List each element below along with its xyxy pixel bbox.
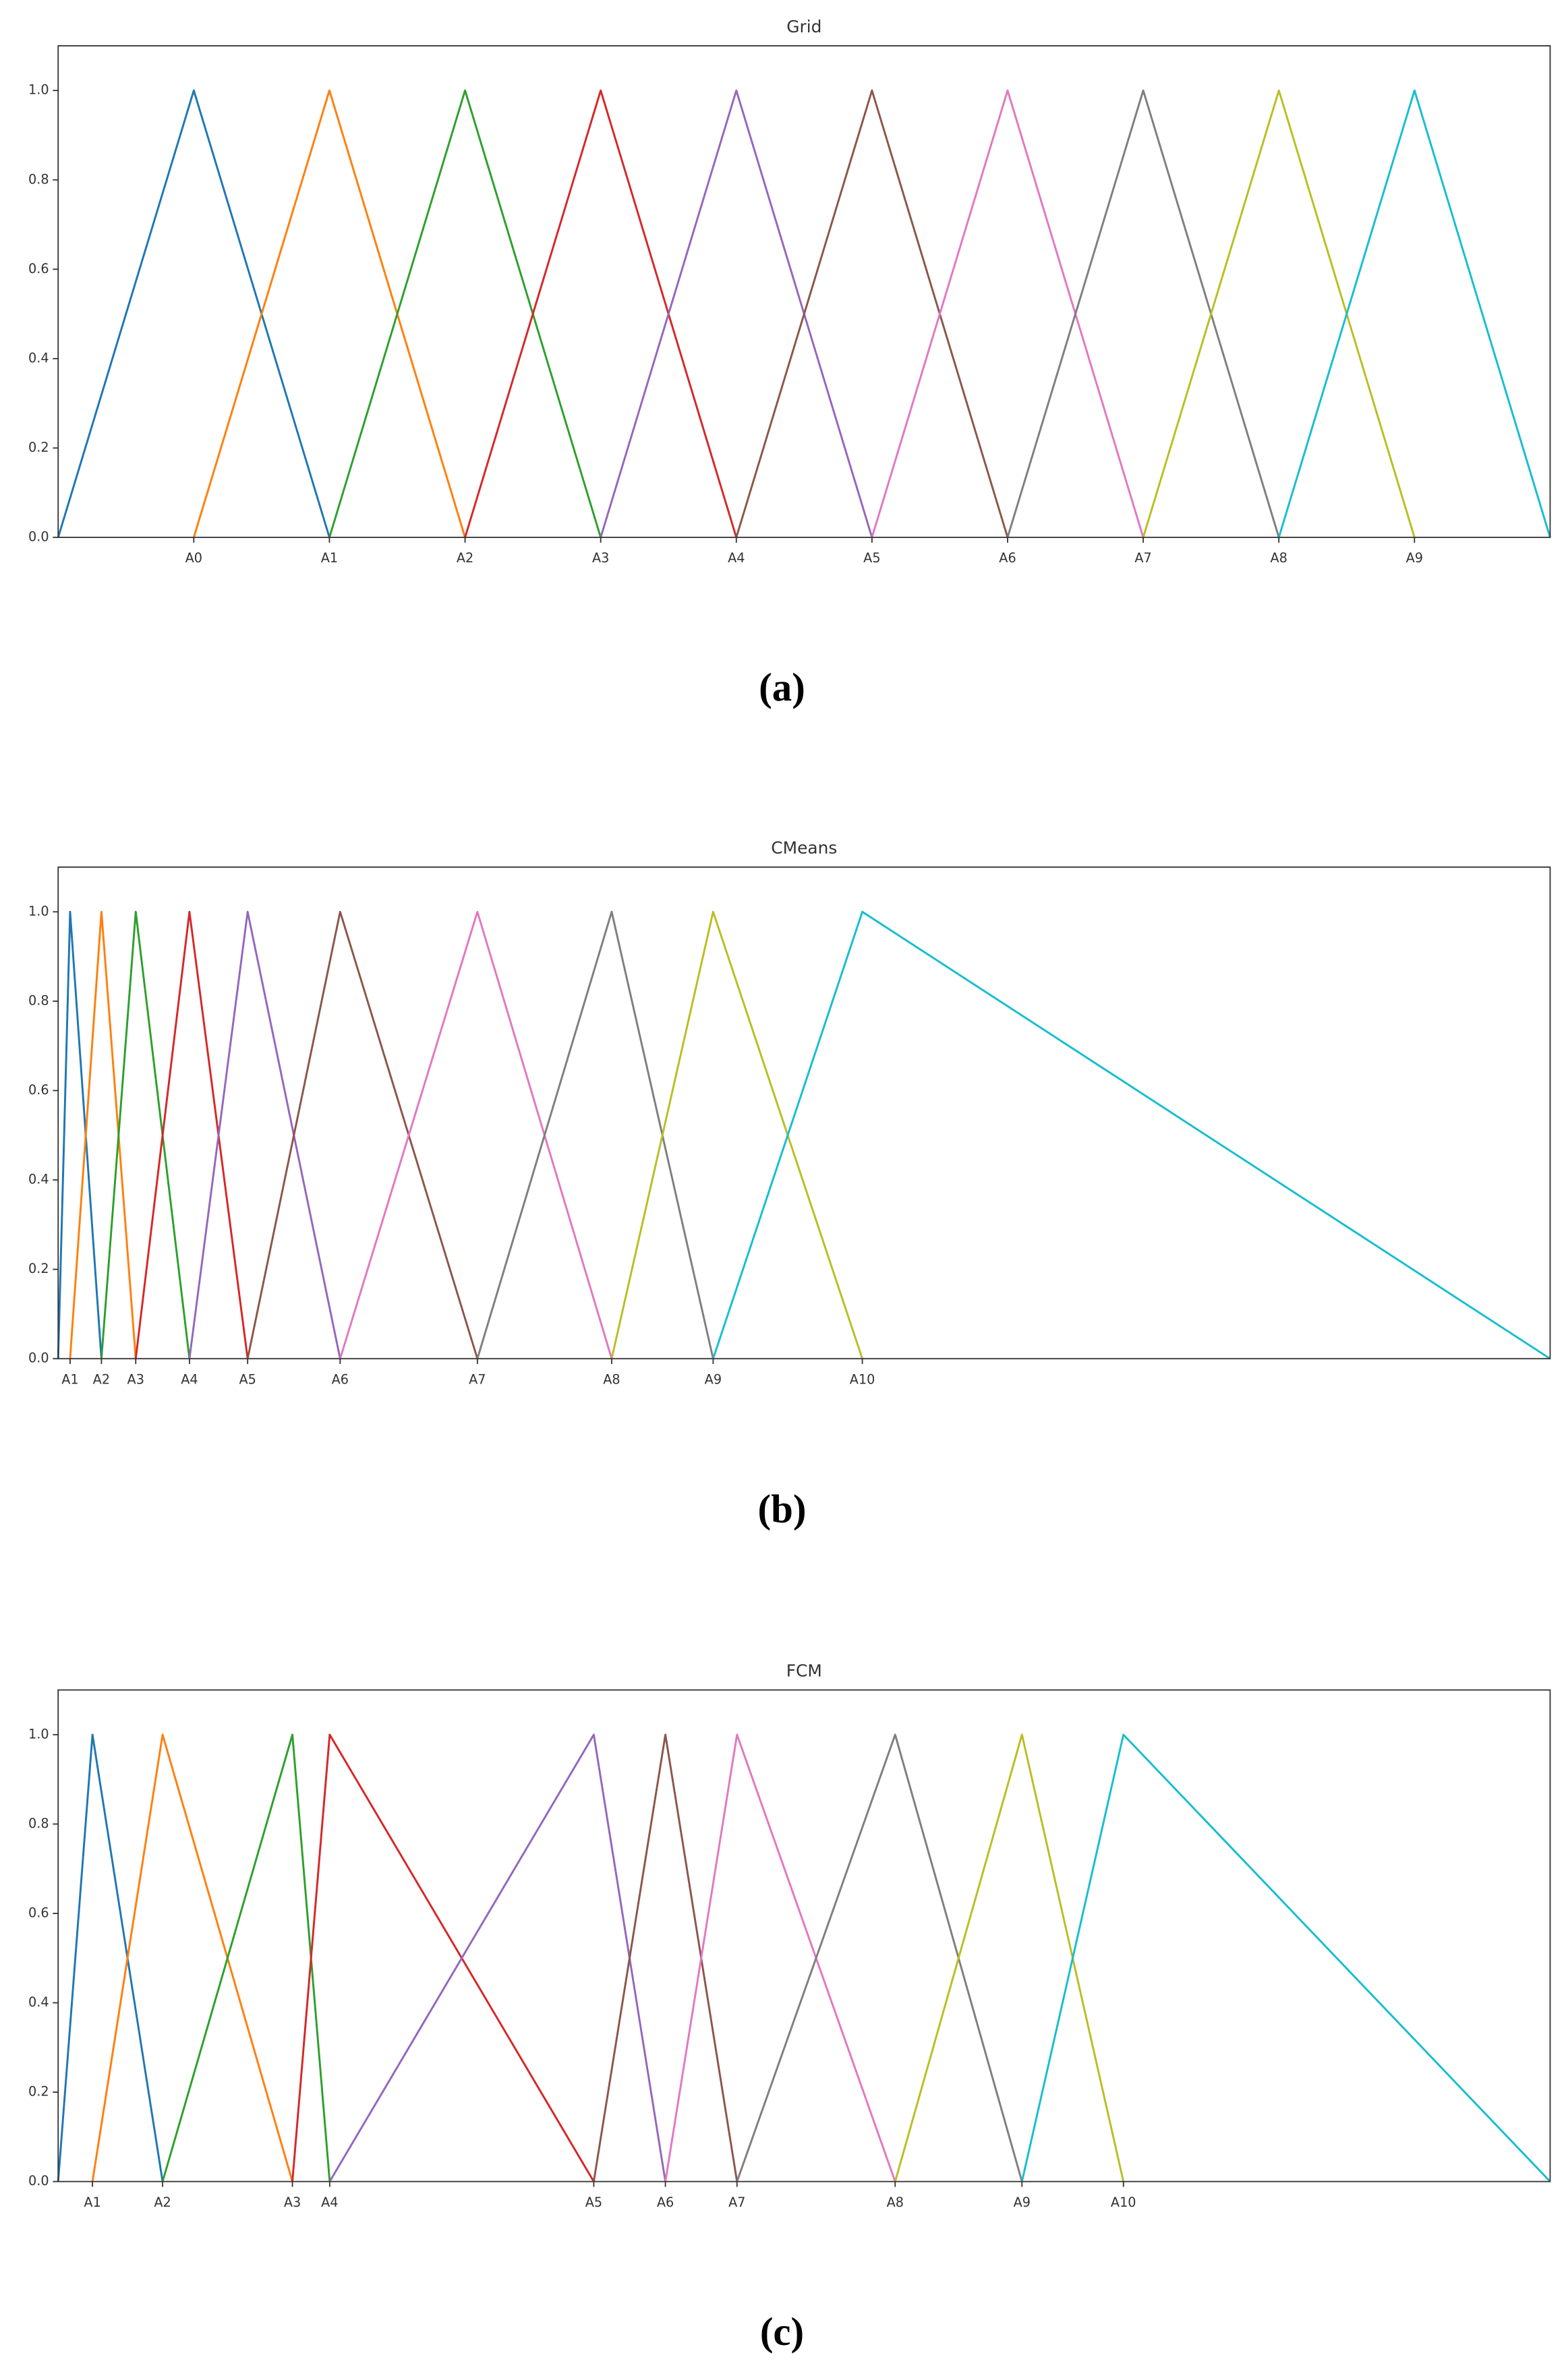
x-tick-label: A7 xyxy=(1134,550,1151,566)
membership-line xyxy=(664,1733,896,2182)
membership-line xyxy=(1142,89,1416,538)
membership-line xyxy=(712,910,1551,1360)
y-tick-label: 0.6 xyxy=(28,261,49,276)
x-tick-label: A1 xyxy=(61,1371,78,1387)
membership-line xyxy=(57,1733,164,2182)
y-tick-label: 0.4 xyxy=(28,1994,49,2010)
x-tick-label: A9 xyxy=(705,1371,722,1387)
x-tick-label: A10 xyxy=(1111,2195,1136,2210)
membership-line xyxy=(246,910,479,1359)
x-tick-label: A3 xyxy=(284,2195,301,2210)
caption: (c) xyxy=(760,2310,804,2354)
membership-line xyxy=(871,89,1145,538)
y-tick-label: 1.0 xyxy=(28,82,49,98)
caption: (b) xyxy=(758,1487,807,1530)
y-tick-label: 0.2 xyxy=(28,1261,49,1276)
x-tick-label: A1 xyxy=(84,2195,100,2210)
caption: (a) xyxy=(759,665,805,709)
x-tick-label: A3 xyxy=(592,550,609,566)
x-tick-label: A10 xyxy=(850,1371,875,1387)
x-tick-label: A5 xyxy=(863,550,880,566)
y-tick-label: 0.4 xyxy=(28,350,49,365)
x-tick-label: A3 xyxy=(127,1371,144,1387)
y-tick-label: 0.4 xyxy=(28,1172,49,1187)
y-tick-label: 0.8 xyxy=(28,992,49,1008)
y-tick-label: 0.2 xyxy=(28,440,49,455)
membership-line xyxy=(192,89,466,538)
membership-line xyxy=(464,89,738,538)
membership-line xyxy=(57,910,103,1359)
x-tick-label: A1 xyxy=(321,550,338,566)
x-tick-label: A8 xyxy=(1271,550,1287,566)
x-tick-label: A8 xyxy=(603,1371,620,1387)
membership-line xyxy=(328,1733,667,2182)
y-tick-label: 0.6 xyxy=(28,1082,49,1098)
membership-line xyxy=(134,910,249,1359)
x-tick-label: A4 xyxy=(321,2195,338,2210)
x-tick-label: A7 xyxy=(728,2195,745,2210)
x-tick-label: A6 xyxy=(657,2195,674,2210)
chart-title: Grid xyxy=(786,17,821,36)
membership-line xyxy=(735,89,1009,538)
membership-line xyxy=(600,89,873,538)
chart-title: CMeans xyxy=(771,838,837,858)
x-tick-label: A7 xyxy=(469,1371,486,1387)
membership-line xyxy=(1020,1733,1551,2182)
membership-line xyxy=(592,1733,738,2182)
x-tick-label: A6 xyxy=(332,1371,349,1387)
membership-line xyxy=(69,910,137,1359)
y-tick-label: 0.0 xyxy=(28,529,49,545)
y-tick-label: 0.8 xyxy=(28,171,49,187)
x-tick-label: A5 xyxy=(239,1371,256,1387)
x-tick-label: A8 xyxy=(887,2195,904,2210)
y-tick-label: 1.0 xyxy=(28,903,49,919)
plot-frame xyxy=(57,45,1551,538)
x-tick-label: A0 xyxy=(185,550,202,566)
y-tick-label: 0.0 xyxy=(28,1350,49,1366)
y-tick-label: 0.2 xyxy=(28,2084,49,2100)
membership-line xyxy=(894,1733,1125,2182)
membership-line xyxy=(1277,89,1551,538)
membership-line xyxy=(57,89,330,538)
membership-line xyxy=(339,910,613,1359)
membership-line xyxy=(328,89,602,538)
membership-line xyxy=(91,1733,293,2182)
membership-line xyxy=(476,910,714,1359)
x-tick-label: A5 xyxy=(585,2195,602,2210)
membership-line xyxy=(1006,89,1280,538)
y-tick-label: 0.6 xyxy=(28,1905,49,1920)
x-tick-label: A4 xyxy=(181,1371,198,1387)
y-tick-label: 0.0 xyxy=(28,2173,49,2189)
x-tick-label: A6 xyxy=(999,550,1016,566)
x-tick-label: A4 xyxy=(728,550,745,566)
membership-line xyxy=(610,910,864,1359)
y-tick-label: 1.0 xyxy=(28,1726,49,1742)
x-tick-label: A2 xyxy=(457,550,473,566)
x-tick-label: A9 xyxy=(1014,2195,1031,2210)
membership-line xyxy=(736,1733,1023,2182)
membership-line xyxy=(291,1733,595,2182)
chart-title: FCM xyxy=(786,1661,822,1680)
plot-frame xyxy=(57,1689,1551,2182)
membership-line xyxy=(161,1733,331,2182)
y-tick-label: 0.8 xyxy=(28,1816,49,1831)
x-tick-label: A2 xyxy=(93,1371,110,1387)
x-tick-label: A2 xyxy=(154,2195,171,2210)
plot-frame xyxy=(57,866,1551,1360)
membership-line xyxy=(100,910,191,1359)
membership-line xyxy=(188,910,341,1359)
x-tick-label: A9 xyxy=(1406,550,1423,566)
